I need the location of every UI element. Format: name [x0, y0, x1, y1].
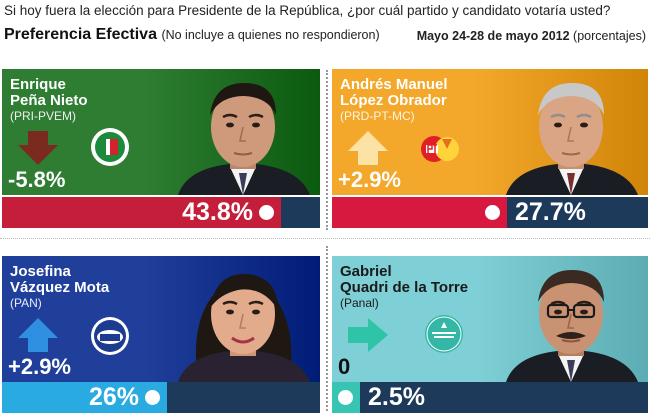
- mouth-line: [561, 339, 581, 343]
- change-value: 0: [338, 354, 351, 379]
- tie-shape: [567, 173, 575, 195]
- party-label: (PRD-PT-MC): [340, 109, 415, 123]
- change-value: -5.8%: [8, 167, 66, 192]
- result-value: 26%: [88, 383, 139, 411]
- change-value: +2.9%: [8, 354, 71, 379]
- candidate-photo: [506, 270, 638, 382]
- mouth-line: [231, 336, 255, 344]
- result-bar-marker: [259, 205, 274, 220]
- prd-pt-logo-icon: [421, 136, 459, 162]
- section-title: Preferencia Efectiva: [4, 26, 157, 43]
- result-bar-fill: [2, 197, 281, 228]
- pan-logo-icon: [91, 317, 129, 355]
- result-bar-fill: [332, 197, 507, 228]
- brow-left: [222, 300, 238, 306]
- candidate-name-line: López Obrador: [340, 92, 447, 109]
- brow-left: [550, 300, 566, 306]
- candidate-name: Enrique Peña Nieto: [10, 77, 88, 109]
- section-note: (No incluye a quienes no respondieron): [161, 28, 380, 42]
- candidate-card: Gabriel Quadri de la Torre (Panal) 0 2.5%: [332, 256, 648, 413]
- result-value: 27.7%: [515, 198, 586, 226]
- arrow-up-icon: [348, 131, 388, 165]
- arrow-up-icon: [18, 318, 58, 352]
- result-bar-track: 27.7%: [332, 197, 648, 228]
- candidate-card: Josefina Vázquez Mota (PAN) +2.9% 26%: [2, 256, 320, 413]
- eye-left: [554, 122, 562, 128]
- candidate-name-line: Josefina: [10, 263, 71, 280]
- candidate-photo: [178, 273, 310, 382]
- eye-right: [252, 122, 260, 128]
- eye-right: [580, 122, 588, 128]
- eye-left: [554, 309, 562, 315]
- candidate-name: Andrés Manuel López Obrador: [340, 77, 448, 109]
- tie-shape: [567, 360, 575, 382]
- candidate-name: Gabriel Quadri de la Torre: [340, 264, 468, 296]
- units-note: (porcentajes): [573, 29, 646, 43]
- eye-right: [580, 309, 588, 315]
- candidate-name-line: Enrique: [10, 76, 66, 93]
- result-bar-fill: [2, 382, 167, 413]
- mouth-line: [561, 152, 581, 156]
- candidate-name-line: Andrés Manuel: [340, 76, 448, 93]
- candidate-card: Enrique Peña Nieto (PRI-PVEM) -5.8% 43.8%: [2, 69, 320, 228]
- nose-line: [239, 313, 246, 329]
- result-value: 2.5%: [368, 383, 425, 411]
- torso-shape: [178, 350, 310, 382]
- date-range-bold: Mayo 24-28 de mayo 2012: [416, 29, 570, 43]
- horizontal-separator: [0, 238, 650, 239]
- candidate-name-line: Quadri de la Torre: [340, 279, 469, 296]
- vertical-separator-bottom: [326, 246, 328, 411]
- eye-left: [226, 122, 234, 128]
- brow-left: [550, 113, 566, 119]
- hair-top-shape: [538, 83, 604, 115]
- date-range: Mayo 24-28 de mayo 2012 (porcentajes): [417, 29, 646, 43]
- result-value: 43.8%: [182, 198, 253, 226]
- section-header: Preferencia Efectiva (No incluye a quien…: [4, 26, 380, 44]
- candidate-photo: [506, 83, 638, 195]
- brow-right: [576, 300, 592, 306]
- candidate-card: Andrés Manuel López Obrador (PRD-PT-MC) +2.…: [332, 69, 648, 228]
- hair-top-shape: [538, 270, 604, 302]
- result-bar-marker: [485, 205, 500, 220]
- hair-top-shape: [210, 83, 276, 115]
- result-bar-track: 26%: [2, 382, 320, 413]
- nose-line: [567, 126, 574, 142]
- change-value: +2.9%: [338, 167, 401, 192]
- eye-right: [252, 309, 260, 315]
- pri-logo-icon: [91, 128, 129, 166]
- candidate-name-line: Peña Nieto: [10, 92, 88, 109]
- brow-left: [222, 113, 238, 119]
- hair-top-shape: [210, 273, 278, 310]
- result-bar-marker: [338, 390, 353, 405]
- nose-line: [239, 126, 246, 142]
- survey-question: Si hoy fuera la elección para Presidente…: [4, 3, 611, 18]
- brow-right: [576, 113, 592, 119]
- candidate-name-line: Vázquez Mota: [10, 279, 110, 296]
- nose-line: [567, 313, 574, 329]
- candidate-name: Josefina Vázquez Mota: [10, 264, 109, 296]
- party-label: (Panal): [340, 296, 379, 310]
- party-label: (PAN): [10, 296, 42, 310]
- arrow-right-icon: [348, 318, 388, 352]
- party-label: (PRI-PVEM): [10, 109, 76, 123]
- candidate-photo: [178, 83, 310, 195]
- arrow-down-icon: [18, 131, 58, 165]
- candidate-name-line: Gabriel: [340, 263, 392, 280]
- result-bar-track: 43.8%: [2, 197, 320, 228]
- eye-left: [226, 309, 234, 315]
- result-bar-marker: [145, 390, 160, 405]
- nueva-alianza-logo-icon: [425, 315, 463, 353]
- brow-right: [248, 300, 264, 306]
- vertical-separator-top: [326, 70, 328, 230]
- tie-shape: [239, 173, 247, 195]
- result-bar-track: 2.5%: [332, 382, 648, 413]
- mustache-shape: [556, 332, 586, 339]
- mouth-line: [233, 152, 253, 156]
- brow-right: [248, 113, 264, 119]
